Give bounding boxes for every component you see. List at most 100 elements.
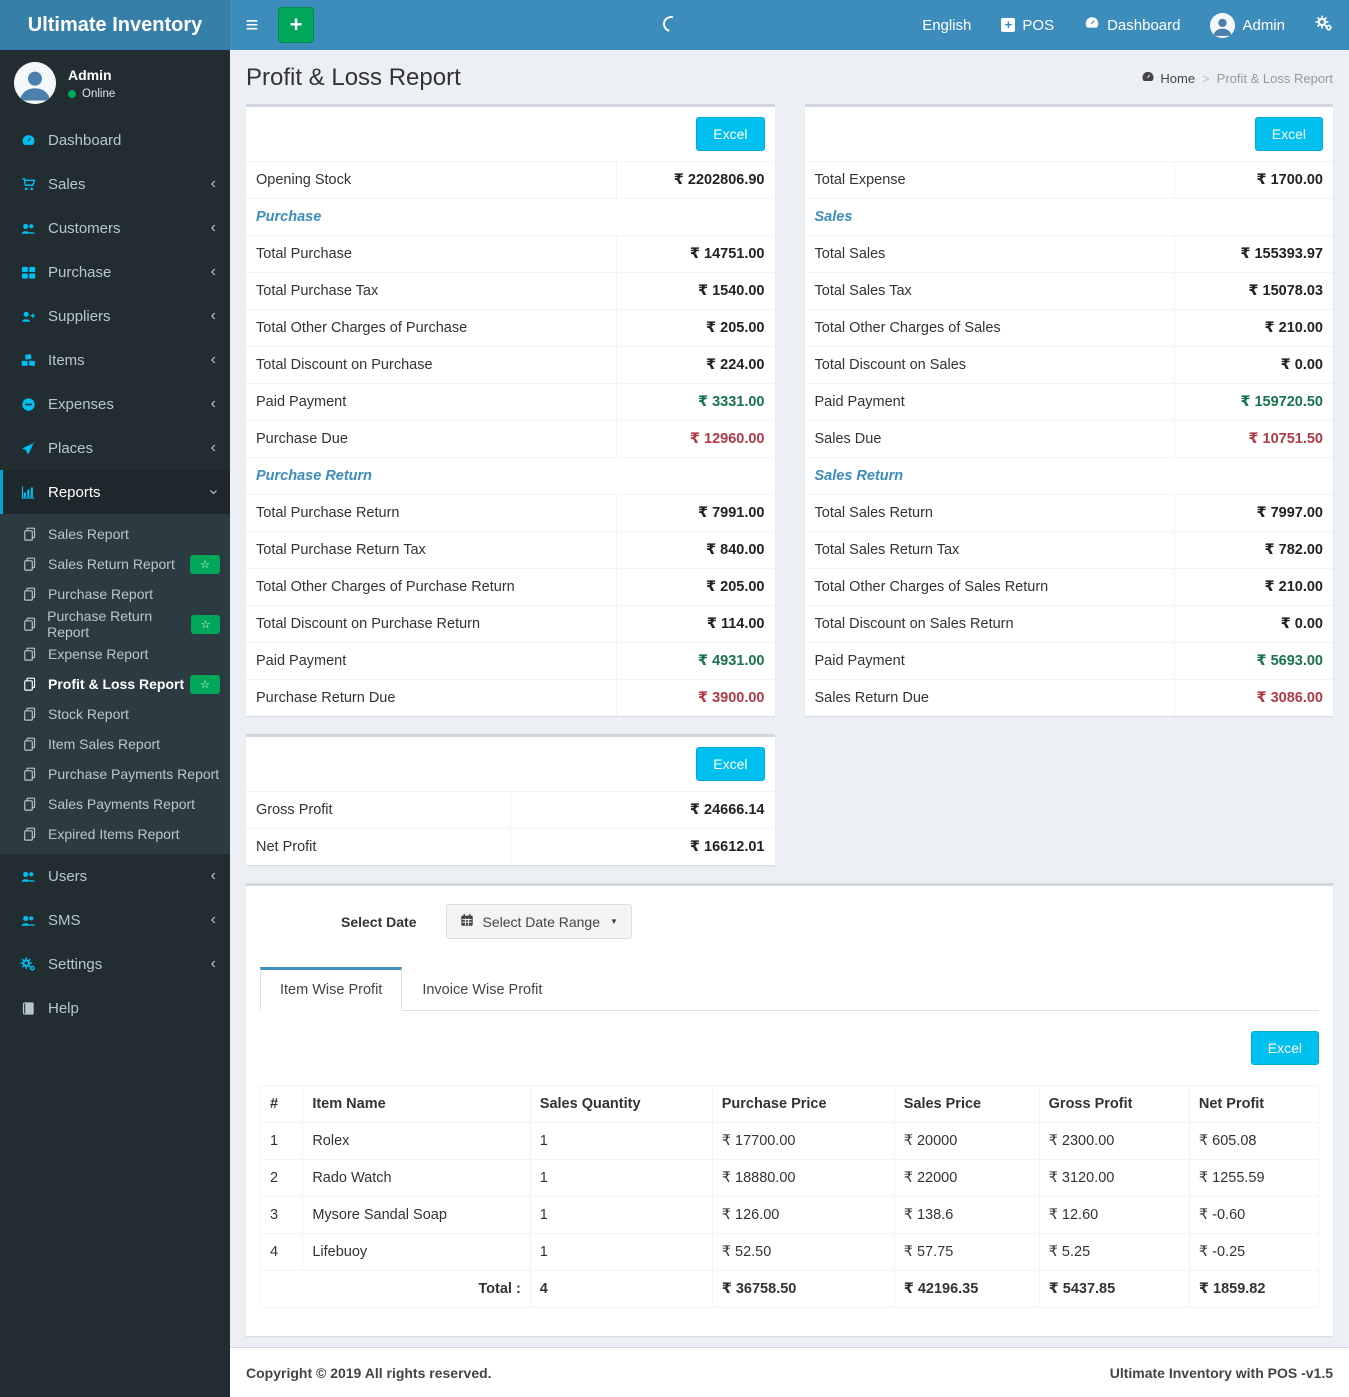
quick-add-button[interactable]: + xyxy=(278,7,314,43)
table-row: Total Purchase Tax ₹ 1540.00 xyxy=(246,272,775,309)
table-row: 2 Rado Watch 1 ₹ 18880.00 ₹ 22000 ₹ 3120… xyxy=(259,1159,1320,1197)
submenu-item-sales-return-report[interactable]: Sales Return Report ☆ xyxy=(0,549,230,579)
row-label: Purchase Due xyxy=(256,431,348,447)
language-menu[interactable]: English xyxy=(922,0,971,50)
row-label: Paid Payment xyxy=(814,653,905,669)
submenu-item-label: Sales Payments Report xyxy=(48,796,196,812)
section-header-purchase: Purchase xyxy=(246,198,775,235)
sidebar-item-customers[interactable]: Customers ‹ xyxy=(0,206,230,250)
user-menu[interactable]: Admin xyxy=(1210,0,1285,50)
sales-summary-card: Excel Total Expense ₹ 1700.00 Sales Tota… xyxy=(804,104,1333,716)
sidebar-item-dashboard[interactable]: Dashboard xyxy=(0,118,230,162)
excel-export-button[interactable]: Excel xyxy=(696,747,765,781)
chevron-left-icon: ‹ xyxy=(210,219,216,236)
excel-export-button[interactable]: Excel xyxy=(1254,117,1323,151)
online-status-icon xyxy=(68,89,76,98)
breadcrumb-home-link[interactable]: Home xyxy=(1141,70,1195,87)
total-label: Total : xyxy=(260,1270,531,1308)
row-value: ₹ 7991.00 xyxy=(615,495,775,531)
table-row: Total Purchase Return Tax ₹ 840.00 xyxy=(246,531,775,568)
excel-export-button[interactable]: Excel xyxy=(696,117,765,151)
col-header-sales-price: Sales Price xyxy=(893,1085,1040,1123)
avatar xyxy=(1210,12,1236,38)
table-header-row: # Item Name Sales Quantity Purchase Pric… xyxy=(259,1085,1320,1123)
submenu-item-profit-loss-report[interactable]: Profit & Loss Report ☆ xyxy=(0,669,230,699)
cell-item-name: Mysore Sandal Soap xyxy=(302,1196,531,1234)
row-value: ₹ 3086.00 xyxy=(1174,680,1333,716)
sidebar-item-sales[interactable]: Sales ‹ xyxy=(0,162,230,206)
cell-net-profit: ₹ -0.25 xyxy=(1188,1233,1320,1271)
table-row: Purchase Return Due ₹ 3900.00 xyxy=(246,679,775,716)
total-sales-quantity: 4 xyxy=(529,1270,713,1308)
submenu-item-sales-report[interactable]: Sales Report xyxy=(0,519,230,549)
sidebar-item-users[interactable]: Users ‹ xyxy=(0,854,230,898)
row-label: Net Profit xyxy=(256,839,317,855)
sidebar-item-expenses[interactable]: Expenses ‹ xyxy=(0,382,230,426)
sidebar-item-settings[interactable]: Settings ‹ xyxy=(0,942,230,986)
app-logo[interactable]: Ultimate Inventory xyxy=(0,0,230,50)
sidebar-item-suppliers[interactable]: Suppliers ‹ xyxy=(0,294,230,338)
table-row: Total Other Charges of Purchase ₹ 205.00 xyxy=(246,309,775,346)
tab-list: Item Wise Profit Invoice Wise Profit xyxy=(260,967,1319,1011)
book-icon xyxy=(17,1001,39,1016)
plus-square-icon: + xyxy=(1001,18,1016,32)
submenu-item-purchase-report[interactable]: Purchase Report xyxy=(0,579,230,609)
sidebar-item-items[interactable]: Items ‹ xyxy=(0,338,230,382)
section-header-sales: Sales xyxy=(804,198,1333,235)
sidebar-item-sms[interactable]: SMS ‹ xyxy=(0,898,230,942)
pos-link[interactable]: + POS xyxy=(1001,0,1054,50)
language-label: English xyxy=(922,16,972,34)
row-value: ₹ 0.00 xyxy=(1174,606,1333,642)
total-purchase-price: ₹ 36758.50 xyxy=(711,1270,895,1308)
settings-menu[interactable] xyxy=(1315,0,1333,50)
breadcrumb-home-label: Home xyxy=(1160,70,1196,86)
table-row: 4 Lifebuoy 1 ₹ 52.50 ₹ 57.75 ₹ 5.25 ₹ -0… xyxy=(259,1233,1320,1271)
date-range-button[interactable]: Select Date Range ▼ xyxy=(446,904,632,939)
col-header-net-profit: Net Profit xyxy=(1188,1085,1320,1123)
excel-export-button[interactable]: Excel xyxy=(1250,1031,1319,1065)
sidebar-item-reports[interactable]: Reports ‹ xyxy=(0,470,230,514)
date-filter-row: Select Date Select Date Range ▼ xyxy=(246,886,1333,943)
row-value: ₹ 4931.00 xyxy=(615,643,775,679)
chevron-left-icon: ‹ xyxy=(210,439,216,456)
row-label: Total Discount on Sales xyxy=(814,357,967,373)
submenu-item-purchase-payments-report[interactable]: Purchase Payments Report xyxy=(0,759,230,789)
bar-chart-icon xyxy=(17,485,39,500)
col-header-gross-profit: Gross Profit xyxy=(1038,1085,1190,1123)
star-badge: ☆ xyxy=(191,614,220,634)
table-row: Paid Payment ₹ 4931.00 xyxy=(246,642,775,679)
sidebar-item-purchase[interactable]: Purchase ‹ xyxy=(0,250,230,294)
table-row: Gross Profit ₹ 24666.14 xyxy=(246,791,775,828)
tab-invoice-wise-profit[interactable]: Invoice Wise Profit xyxy=(422,982,543,998)
table-row: Total Expense ₹ 1700.00 xyxy=(804,161,1333,198)
cell-purchase-price: ₹ 126.00 xyxy=(711,1196,895,1234)
submenu-item-stock-report[interactable]: Stock Report xyxy=(0,699,230,729)
sidebar-toggle-icon[interactable]: ≡ xyxy=(245,12,259,37)
row-value: ₹ 210.00 xyxy=(1174,569,1333,605)
submenu-item-expired-items-report[interactable]: Expired Items Report xyxy=(0,819,230,849)
cell-index: 1 xyxy=(259,1122,304,1160)
submenu-item-sales-payments-report[interactable]: Sales Payments Report xyxy=(0,789,230,819)
submenu-item-expense-report[interactable]: Expense Report xyxy=(0,639,230,669)
cell-item-name: Rado Watch xyxy=(302,1159,531,1197)
chevron-left-icon: ‹ xyxy=(210,955,216,972)
loading-spinner-icon xyxy=(660,13,682,35)
sidebar-item-label: SMS xyxy=(48,911,81,929)
sidebar-item-help[interactable]: Help xyxy=(0,986,230,1030)
dashboard-link[interactable]: Dashboard xyxy=(1084,0,1180,50)
sidebar-item-label: Reports xyxy=(48,483,101,501)
chevron-left-icon: ‹ xyxy=(210,911,216,928)
submenu-item-purchase-return-report[interactable]: Purchase Return Report ☆ xyxy=(0,608,230,640)
col-header-purchase-price: Purchase Price xyxy=(711,1085,895,1123)
row-value: ₹ 205.00 xyxy=(615,310,775,346)
row-label: Paid Payment xyxy=(814,394,905,410)
navbar-right: English + POS Dashboard Admin xyxy=(922,0,1349,50)
row-value: ₹ 7997.00 xyxy=(1174,495,1333,531)
submenu-item-label: Expense Report xyxy=(48,646,149,662)
submenu-item-item-sales-report[interactable]: Item Sales Report xyxy=(0,729,230,759)
version-text: Ultimate Inventory with POS -v1.5 xyxy=(1109,1364,1333,1381)
home-icon xyxy=(1141,70,1155,87)
row-value: ₹ 782.00 xyxy=(1174,532,1333,568)
sidebar-item-places[interactable]: Places ‹ xyxy=(0,426,230,470)
tab-item-wise-profit[interactable]: Item Wise Profit xyxy=(260,967,403,1011)
